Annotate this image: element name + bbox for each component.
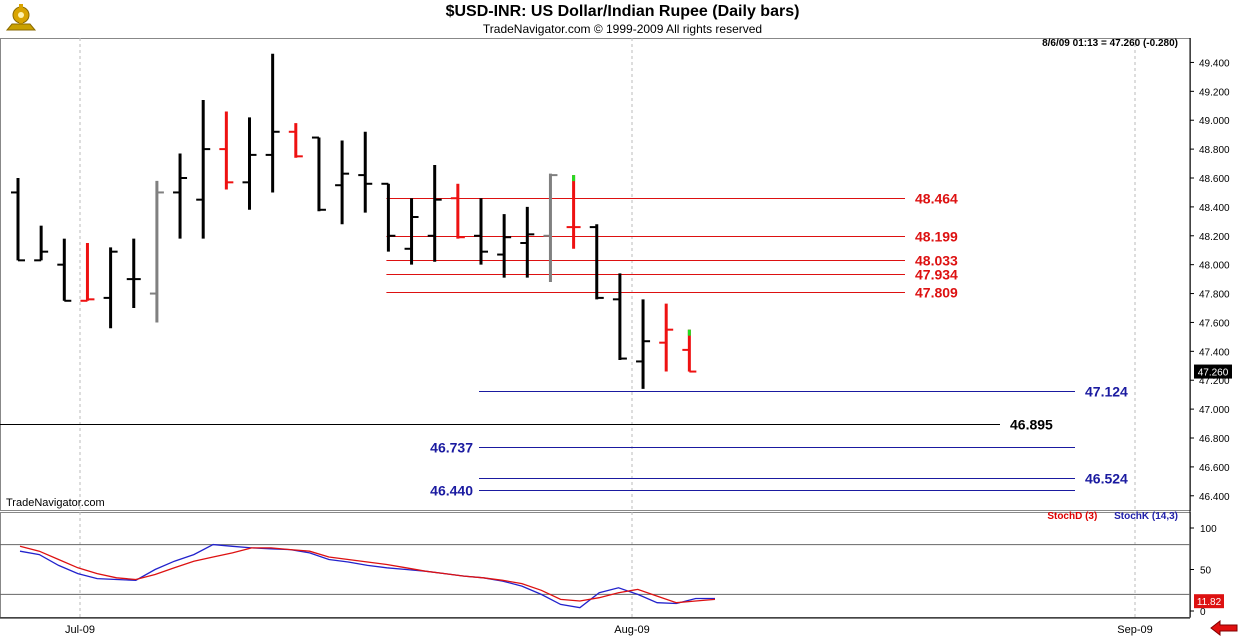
price-tick-label: 48.000 bbox=[1199, 261, 1230, 272]
chart-title: $USD-INR: US Dollar/Indian Rupee (Daily … bbox=[445, 3, 800, 20]
price-tick-label: 46.800 bbox=[1199, 434, 1230, 445]
ohlc-bar bbox=[311, 136, 326, 212]
stoch-tick-label: 0 bbox=[1200, 607, 1206, 618]
price-tick-label: 48.800 bbox=[1199, 145, 1230, 156]
ohlc-bar bbox=[173, 153, 188, 239]
ohlc-bar bbox=[242, 117, 257, 210]
red-left-arrow-icon[interactable] bbox=[1209, 620, 1239, 636]
stoch-d-line bbox=[19, 545, 716, 604]
price-tick-label: 48.400 bbox=[1199, 203, 1230, 214]
ohlc-bar bbox=[80, 243, 95, 302]
watermark-label: TradeNavigator.com bbox=[6, 497, 105, 509]
stochastic-legend: StochD (3) StochK (14,3) bbox=[1000, 511, 1178, 522]
stoch-k-line bbox=[19, 543, 715, 609]
date-tick-label: Aug-09 bbox=[614, 624, 649, 636]
ohlc-bar bbox=[682, 329, 697, 373]
ohlc-bar bbox=[659, 303, 674, 372]
price-tick-label: 47.800 bbox=[1199, 290, 1230, 301]
ohlc-bar bbox=[636, 299, 651, 389]
ohlc-bar bbox=[520, 206, 535, 278]
level-label: 47.809 bbox=[915, 285, 958, 301]
date-tick-label: Sep-09 bbox=[1117, 624, 1152, 636]
golden-gears-logo-icon[interactable] bbox=[4, 2, 38, 32]
ohlc-bar bbox=[427, 165, 442, 262]
level-label: 46.524 bbox=[1085, 471, 1128, 487]
last-price-box bbox=[1194, 364, 1232, 379]
ohlc-bar bbox=[265, 53, 280, 193]
ohlc-bar bbox=[149, 180, 164, 323]
price-tick-label: 47.600 bbox=[1199, 318, 1230, 329]
ohlc-bar bbox=[219, 111, 234, 190]
stoch-k-legend: StochK (14,3) bbox=[1114, 511, 1178, 522]
price-tick-label: 47.200 bbox=[1199, 376, 1230, 387]
ohlc-bar bbox=[450, 183, 465, 239]
ohlc-bar bbox=[34, 225, 49, 262]
price-tick-label: 47.400 bbox=[1199, 347, 1230, 358]
price-tick-label: 46.600 bbox=[1199, 463, 1230, 474]
quote-readout: 8/6/09 01:13 = 47.260 (-0.280) bbox=[1042, 38, 1178, 49]
ohlc-bar bbox=[126, 238, 141, 308]
stoch-panel-frame bbox=[0, 512, 1191, 618]
ohlc-bar bbox=[288, 123, 303, 158]
ohlc-bar bbox=[589, 224, 604, 300]
ohlc-bar bbox=[11, 178, 25, 262]
ohlc-bar bbox=[497, 214, 512, 278]
ohlc-bar bbox=[57, 238, 72, 302]
ohlc-bar bbox=[335, 140, 350, 225]
level-label: 46.895 bbox=[1010, 417, 1053, 433]
chart-header: $USD-INR: US Dollar/Indian Rupee (Daily … bbox=[0, 0, 1245, 38]
ohlc-bar bbox=[543, 173, 558, 282]
level-label: 46.737 bbox=[430, 440, 473, 456]
ohlc-bar bbox=[404, 198, 419, 265]
level-label: 47.124 bbox=[1085, 384, 1128, 400]
date-tick-label: Jul-09 bbox=[65, 624, 95, 636]
ohlc-bar bbox=[474, 198, 488, 265]
ohlc-bar bbox=[358, 131, 373, 213]
stoch-d-legend: StochD (3) bbox=[1047, 511, 1098, 522]
chart-subtitle: TradeNavigator.com © 1999-2009 All right… bbox=[482, 22, 763, 36]
level-label: 47.934 bbox=[915, 267, 958, 283]
level-label: 48.464 bbox=[915, 191, 958, 207]
price-tick-label: 49.400 bbox=[1199, 58, 1230, 69]
stoch-tick-label: 50 bbox=[1200, 566, 1212, 577]
price-tick-label: 49.000 bbox=[1199, 116, 1230, 127]
price-tick-label: 48.600 bbox=[1199, 174, 1230, 185]
ohlc-bar bbox=[566, 175, 581, 249]
ohlc-bar bbox=[381, 182, 396, 252]
level-label: 48.199 bbox=[915, 229, 958, 245]
price-tick-label: 48.200 bbox=[1199, 232, 1230, 243]
price-tick-label: 46.400 bbox=[1199, 492, 1230, 503]
price-tick-label: 47.000 bbox=[1199, 405, 1230, 416]
stoch-last-box bbox=[1194, 594, 1224, 609]
ohlc-bar bbox=[612, 273, 627, 360]
stoch-tick-label: 100 bbox=[1200, 524, 1217, 535]
level-label: 48.033 bbox=[915, 253, 958, 269]
ohlc-bar bbox=[196, 100, 211, 239]
level-label: 46.440 bbox=[430, 483, 473, 499]
ohlc-bar bbox=[103, 247, 118, 329]
price-tick-label: 49.200 bbox=[1199, 87, 1230, 98]
last-price-label: 47.260 bbox=[1198, 368, 1229, 379]
stoch-last-label: 11.82 bbox=[1197, 597, 1222, 608]
